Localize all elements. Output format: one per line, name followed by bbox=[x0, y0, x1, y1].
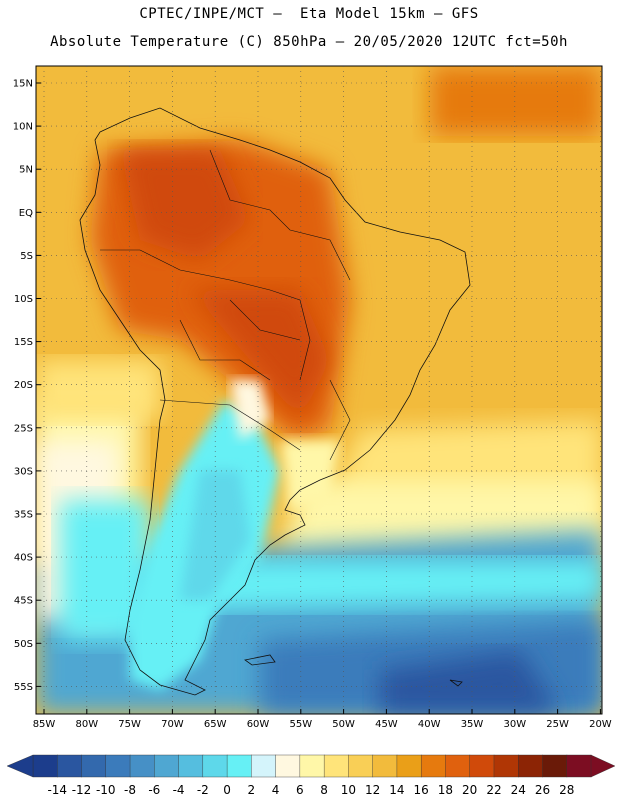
lon-tick-label: 35W bbox=[461, 719, 484, 730]
colorbar-swatch bbox=[445, 754, 471, 778]
colorbar-swatch bbox=[469, 754, 495, 778]
colorbar-swatch bbox=[566, 754, 592, 778]
colorbar-label: -4 bbox=[173, 783, 185, 797]
colorbar-swatch bbox=[251, 754, 277, 778]
lon-tick-label: 55W bbox=[289, 719, 312, 730]
colorbar-label: 22 bbox=[486, 783, 501, 797]
lat-tick-label: 40S bbox=[14, 553, 33, 564]
axis-labels: 15N 10N 5N EQ 5S 10S 15S 20S 25S 30S 35S 40S 45S 50S 5… bbox=[13, 79, 612, 731]
lat-tick-label: 55S bbox=[14, 682, 33, 693]
colorbar-swatch bbox=[178, 754, 204, 778]
colorbar-label: -12 bbox=[72, 783, 92, 797]
colorbar-swatch bbox=[275, 754, 301, 778]
lat-tick-label: EQ bbox=[19, 208, 33, 219]
lat-tick-label: 45S bbox=[14, 596, 33, 607]
colorbar-swatch bbox=[129, 754, 155, 778]
lon-tick-label: 70W bbox=[161, 719, 184, 730]
colorbar-swatch bbox=[420, 754, 446, 778]
colorbar-swatch bbox=[202, 754, 228, 778]
lat-tick-label: 50S bbox=[14, 639, 33, 650]
colorbar-label: -14 bbox=[47, 783, 67, 797]
colorbar-label: 6 bbox=[296, 783, 304, 797]
colorbar-label: -8 bbox=[124, 783, 136, 797]
colorbar-label: 16 bbox=[414, 783, 429, 797]
colorbar-swatch bbox=[542, 754, 568, 778]
colorbar-max-arrow bbox=[590, 754, 616, 778]
colorbar-label: -10 bbox=[96, 783, 116, 797]
lon-tick-label: 40W bbox=[418, 719, 441, 730]
lat-tick-label: 5N bbox=[19, 165, 33, 176]
lon-tick-label: 20W bbox=[589, 719, 612, 730]
colorbar-label: 4 bbox=[272, 783, 280, 797]
colorbar-label: 24 bbox=[511, 783, 526, 797]
country-borders bbox=[100, 149, 351, 461]
colorbar-swatch bbox=[348, 754, 374, 778]
colorbar-label: 12 bbox=[365, 783, 380, 797]
map-frame bbox=[35, 65, 603, 715]
colorbar-label: 18 bbox=[438, 783, 453, 797]
lat-tick-label: 10N bbox=[13, 122, 33, 133]
lat-tick-label: 35S bbox=[14, 510, 33, 521]
title-line-1: CPTEC/INPE/MCT – Eta Model 15km – GFS bbox=[139, 6, 479, 22]
colorbar: -14 -12 -10 -8 -6 -4 -2 0 2 4 6 8 10 12 14 16 18 20 22 24 26… bbox=[6, 754, 616, 797]
colorbar-swatch bbox=[154, 754, 180, 778]
lon-tick-label: 65W bbox=[204, 719, 227, 730]
lon-tick-label: 60W bbox=[247, 719, 270, 730]
colorbar-label: 10 bbox=[341, 783, 356, 797]
lat-tick-label: 15S bbox=[14, 337, 33, 348]
colorbar-label: 26 bbox=[535, 783, 550, 797]
colorbar-swatch bbox=[323, 754, 349, 778]
colorbar-label: 0 bbox=[223, 783, 231, 797]
colorbar-swatch bbox=[396, 754, 422, 778]
lat-tick-label: 5S bbox=[20, 251, 33, 262]
temperature-field bbox=[36, 66, 602, 714]
lat-tick-label: 15N bbox=[13, 79, 33, 90]
coastline bbox=[79, 107, 471, 696]
colorbar-swatch bbox=[32, 754, 58, 778]
colorbar-swatch bbox=[57, 754, 83, 778]
lon-tick-label: 75W bbox=[118, 719, 141, 730]
lat-tick-label: 10S bbox=[14, 294, 33, 305]
colorbar-swatch bbox=[518, 754, 543, 778]
lon-tick-label: 80W bbox=[75, 719, 98, 730]
title-line-2: Absolute Temperature (C) 850hPa – 20/05/… bbox=[50, 34, 568, 50]
colorbar-label: -6 bbox=[148, 783, 160, 797]
colorbar-label: 8 bbox=[320, 783, 328, 797]
colorbar-label: 20 bbox=[462, 783, 477, 797]
colorbar-swatch bbox=[105, 754, 131, 778]
colorbar-label: 28 bbox=[559, 783, 574, 797]
colorbar-label: 14 bbox=[389, 783, 404, 797]
lon-tick-label: 85W bbox=[33, 719, 56, 730]
lon-tick-label: 45W bbox=[375, 719, 398, 730]
lon-tick-label: 30W bbox=[503, 719, 526, 730]
lon-tick-label: 50W bbox=[332, 719, 355, 730]
colorbar-label: 2 bbox=[248, 783, 256, 797]
colorbar-swatch bbox=[299, 754, 325, 778]
lon-tick-label: 25W bbox=[546, 719, 569, 730]
colorbar-swatch bbox=[226, 754, 252, 778]
graticule bbox=[36, 66, 602, 714]
lat-tick-label: 20S bbox=[14, 380, 33, 391]
colorbar-swatch bbox=[493, 754, 519, 778]
lat-tick-label: 30S bbox=[14, 466, 33, 477]
colorbar-label: -2 bbox=[197, 783, 209, 797]
colorbar-swatch bbox=[372, 754, 398, 778]
lat-tick-label: 25S bbox=[14, 423, 33, 434]
colorbar-min-arrow bbox=[6, 754, 34, 778]
colorbar-swatch bbox=[81, 754, 107, 778]
